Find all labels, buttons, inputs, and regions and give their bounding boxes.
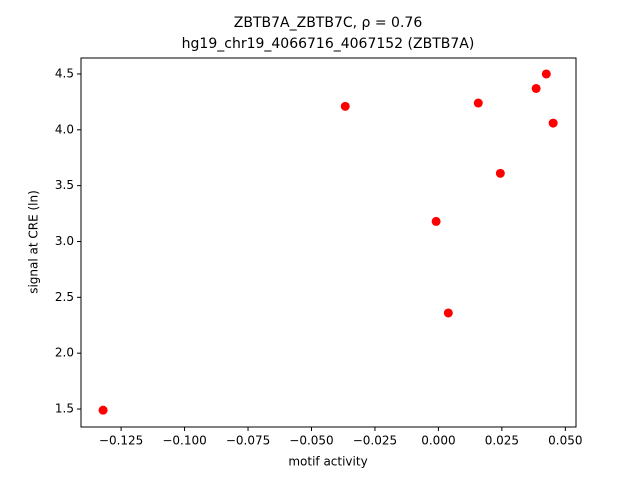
- y-tick-label: 3.0: [55, 234, 74, 248]
- y-tick-label: 3.5: [55, 178, 74, 192]
- x-tick-label: −0.125: [99, 434, 143, 448]
- point: [473, 98, 483, 108]
- point: [548, 118, 558, 128]
- plot-frame: [80, 57, 577, 428]
- point: [340, 101, 350, 111]
- point: [531, 83, 541, 93]
- point: [495, 168, 505, 178]
- y-tick-label: 1.5: [55, 402, 74, 416]
- x-tick-label: 0.000: [421, 434, 455, 448]
- chart-subtitle: hg19_chr19_4066716_4067152 (ZBTB7A): [182, 36, 475, 52]
- y-tick-label: 2.0: [55, 346, 74, 360]
- point: [541, 69, 551, 79]
- chart-title: ZBTB7A_ZBTB7C, ρ = 0.76: [234, 15, 423, 31]
- point: [443, 308, 453, 318]
- y-tick-label: 4.5: [55, 66, 74, 80]
- x-axis-label: motif activity: [288, 455, 367, 469]
- x-tick-label: 0.050: [548, 434, 582, 448]
- x-tick-label: 0.025: [485, 434, 519, 448]
- x-tick-label: −0.050: [289, 434, 333, 448]
- point: [98, 405, 108, 415]
- y-axis-label: signal at CRE (ln): [27, 190, 41, 294]
- y-tick-label: 4.0: [55, 122, 74, 136]
- x-tick-label: −0.075: [226, 434, 270, 448]
- y-tick-label: 2.5: [55, 290, 74, 304]
- x-tick-label: −0.025: [353, 434, 397, 448]
- point: [431, 216, 441, 226]
- x-tick-label: −0.100: [162, 434, 206, 448]
